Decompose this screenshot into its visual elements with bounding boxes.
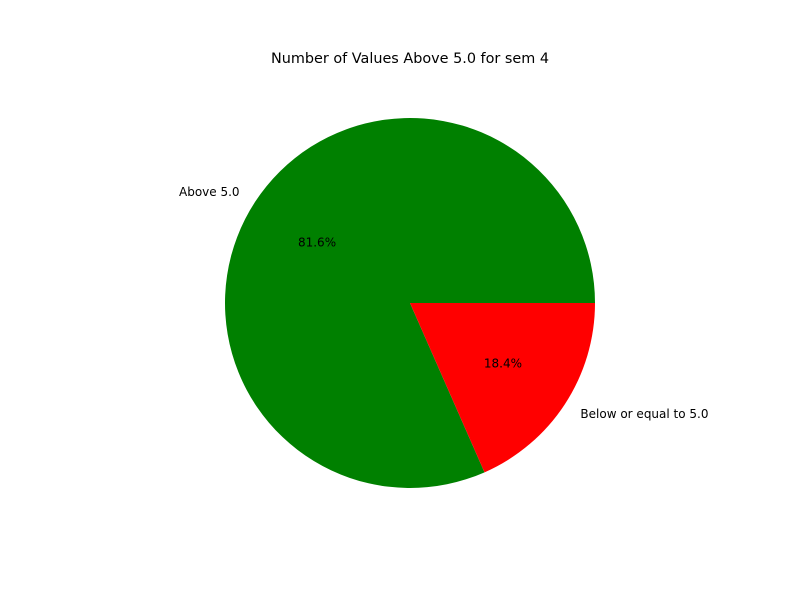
slice-label-below: Below or equal to 5.0: [580, 407, 708, 421]
percent-label-below: 18.4%: [484, 357, 522, 371]
pie-labels: Above 5.0 81.6% Below or equal to 5.0 18.4%: [179, 185, 708, 421]
chart-title: Number of Values Above 5.0 for sem 4: [271, 51, 549, 67]
pie-slices: [225, 118, 595, 488]
percent-label-above: 81.6%: [298, 235, 336, 249]
pie-slice-below: [410, 303, 595, 473]
slice-label-above: Above 5.0: [179, 185, 240, 199]
